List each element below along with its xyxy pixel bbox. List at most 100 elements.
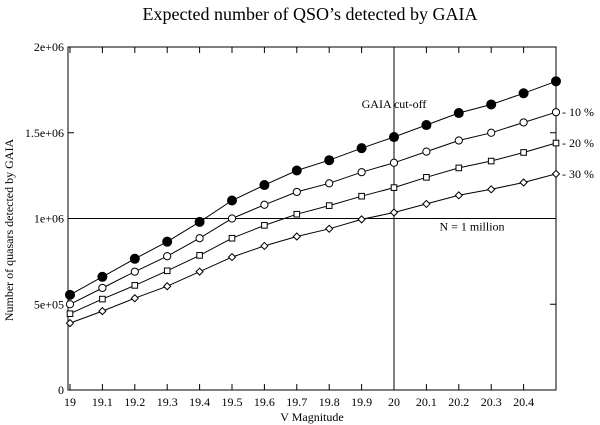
data-point <box>422 199 431 209</box>
data-point <box>260 200 269 209</box>
data-point <box>325 202 333 209</box>
data-point <box>487 157 495 165</box>
data-point <box>551 108 561 117</box>
x-tick-label: 19.7 <box>286 395 307 409</box>
data-point <box>325 179 334 188</box>
series-full <box>65 76 561 300</box>
data-point <box>487 128 496 137</box>
x-tick-label: 19.4 <box>189 395 210 409</box>
series-line <box>69 111 557 305</box>
series--30% <box>65 169 561 328</box>
x-tick-label: 19.9 <box>351 395 372 409</box>
data-point <box>195 267 204 276</box>
data-point <box>423 174 430 181</box>
data-point <box>292 187 301 197</box>
x-axis-label: V Magnitude <box>280 410 343 424</box>
data-point <box>422 147 431 156</box>
x-tick-label: 20.3 <box>481 395 502 409</box>
series-label: - 10 % <box>562 105 594 119</box>
data-point <box>324 155 335 166</box>
data-point <box>98 306 107 316</box>
data-point <box>390 184 398 191</box>
data-point <box>486 99 497 110</box>
data-point <box>65 300 75 309</box>
data-point <box>292 232 302 241</box>
data-point <box>389 158 399 167</box>
x-tick-label: 19.8 <box>319 395 340 409</box>
data-point <box>131 282 139 289</box>
x-tick-label: 20 <box>388 395 400 409</box>
data-point <box>130 267 139 276</box>
data-point <box>227 252 237 262</box>
series--20% <box>66 139 560 317</box>
data-point <box>518 88 529 99</box>
data-point <box>163 267 171 275</box>
data-point <box>259 180 270 191</box>
data-point <box>99 295 106 303</box>
data-point <box>453 108 464 119</box>
y-tick-label: 0 <box>58 383 64 397</box>
data-point <box>551 76 561 87</box>
data-point <box>228 234 236 242</box>
data-point <box>520 149 527 156</box>
data-point <box>357 215 366 224</box>
data-point <box>227 195 237 206</box>
x-tick-label: 20.1 <box>416 395 437 409</box>
data-point <box>293 210 301 218</box>
y-tick-label: 1.5e+06 <box>25 126 64 140</box>
data-point <box>421 120 432 131</box>
one-million-label: N = 1 million <box>439 220 504 234</box>
data-point <box>455 164 463 172</box>
x-tick-label: 20.2 <box>448 395 469 409</box>
x-tick-label: 19.3 <box>157 395 178 409</box>
x-tick-label: 19.5 <box>222 395 243 409</box>
data-point <box>196 252 203 259</box>
data-point <box>356 143 367 154</box>
data-point <box>358 192 365 200</box>
data-point <box>552 139 560 147</box>
y-tick-label: 1e+06 <box>34 212 64 226</box>
series--10% <box>65 108 561 309</box>
data-point <box>129 253 140 264</box>
data-point <box>261 222 268 229</box>
x-axis: 19 19.1 19.2 19.3 19.4 19.5 19.6 19.7 19.8 19.9 20… <box>64 47 534 409</box>
x-tick-label: 19 <box>64 395 76 409</box>
data-point <box>65 289 75 300</box>
series-line <box>69 173 557 324</box>
data-point <box>65 318 75 328</box>
gaia-cutoff-label: GAIA cut-off <box>362 97 427 111</box>
data-point <box>519 118 528 127</box>
x-tick-label: 19.6 <box>254 395 275 409</box>
data-point <box>454 136 463 145</box>
y-tick-label: 2e+06 <box>34 40 64 54</box>
y-axis-label: Number of quasars detected by GAIA <box>2 139 16 322</box>
data-point <box>66 310 74 317</box>
series-label: - 20 % <box>562 136 594 150</box>
data-point <box>357 168 366 177</box>
data-point <box>324 224 334 233</box>
data-point <box>227 214 237 223</box>
data-point <box>163 252 172 261</box>
data-point <box>162 236 173 247</box>
chart-title: Expected number of QSO’s detected by GAI… <box>143 4 478 24</box>
data-point <box>486 185 496 194</box>
series-line <box>69 142 557 315</box>
y-tick-label: 5e+05 <box>34 297 64 311</box>
data-point <box>389 132 399 143</box>
data-point <box>194 216 205 227</box>
data-point <box>291 165 302 176</box>
data-point <box>162 282 172 291</box>
data-point <box>454 191 464 200</box>
data-point <box>97 271 108 282</box>
data-point <box>519 178 528 187</box>
data-point <box>389 208 399 217</box>
data-point <box>130 294 140 303</box>
series-line <box>69 80 557 296</box>
series-layer <box>65 76 561 328</box>
x-tick-label: 20.4 <box>513 395 534 409</box>
x-tick-label: 19.2 <box>124 395 145 409</box>
x-tick-label: 19.1 <box>92 395 113 409</box>
y-axis: 0 5e+05 1e+06 1.5e+06 2e+06 <box>25 40 556 397</box>
data-point <box>551 169 561 179</box>
